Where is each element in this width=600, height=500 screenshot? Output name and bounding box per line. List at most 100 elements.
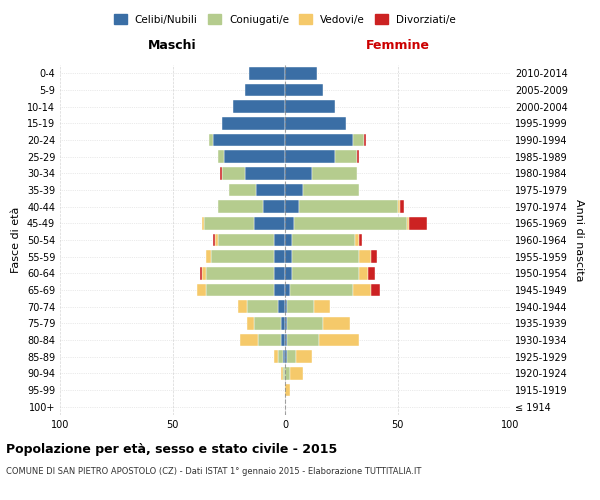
Bar [209, 134, 213, 146]
Bar [254, 317, 281, 330]
Bar [247, 317, 254, 330]
Bar [256, 184, 285, 196]
Bar [233, 100, 285, 113]
Y-axis label: Anni di nascita: Anni di nascita [574, 198, 584, 281]
Bar [357, 150, 359, 163]
Bar [238, 300, 247, 313]
Bar [220, 167, 222, 179]
Bar [197, 284, 206, 296]
Bar [285, 267, 292, 280]
Bar [281, 334, 285, 346]
Bar [229, 184, 256, 196]
Bar [359, 267, 368, 280]
Bar [314, 300, 330, 313]
Bar [292, 250, 359, 263]
Bar [240, 334, 258, 346]
Bar [285, 334, 287, 346]
Bar [254, 217, 285, 230]
Bar [224, 150, 285, 163]
Bar [202, 217, 204, 230]
Bar [292, 267, 359, 280]
Bar [274, 284, 285, 296]
Bar [287, 350, 296, 363]
Bar [283, 367, 285, 380]
Bar [285, 384, 290, 396]
Bar [368, 267, 375, 280]
Text: COMUNE DI SAN PIETRO APOSTOLO (CZ) - Dati ISTAT 1° gennaio 2015 - Elaborazione T: COMUNE DI SAN PIETRO APOSTOLO (CZ) - Dat… [6, 468, 421, 476]
Bar [285, 217, 294, 230]
Bar [278, 300, 285, 313]
Bar [285, 100, 335, 113]
Bar [213, 134, 285, 146]
Bar [274, 267, 285, 280]
Y-axis label: Fasce di età: Fasce di età [11, 207, 21, 273]
Legend: Celibi/Nubili, Coniugati/e, Vedovi/e, Divorziati/e: Celibi/Nubili, Coniugati/e, Vedovi/e, Di… [110, 10, 460, 29]
Bar [359, 250, 371, 263]
Bar [407, 217, 409, 230]
Text: Popolazione per età, sesso e stato civile - 2015: Popolazione per età, sesso e stato civil… [6, 442, 337, 456]
Bar [400, 200, 404, 213]
Bar [245, 84, 285, 96]
Bar [263, 200, 285, 213]
Bar [258, 334, 281, 346]
Bar [303, 184, 359, 196]
Bar [222, 167, 245, 179]
Bar [285, 300, 287, 313]
Bar [371, 250, 377, 263]
Bar [312, 167, 357, 179]
Bar [285, 117, 346, 130]
Bar [364, 134, 366, 146]
Bar [218, 150, 224, 163]
Bar [359, 234, 361, 246]
Bar [281, 367, 283, 380]
Bar [409, 217, 427, 230]
Bar [222, 117, 285, 130]
Bar [213, 234, 215, 246]
Bar [285, 234, 292, 246]
Bar [274, 250, 285, 263]
Bar [353, 134, 364, 146]
Bar [283, 350, 285, 363]
Text: Maschi: Maschi [148, 38, 197, 52]
Bar [299, 200, 398, 213]
Bar [294, 217, 407, 230]
Bar [290, 284, 353, 296]
Bar [355, 234, 359, 246]
Bar [371, 284, 380, 296]
Bar [285, 67, 317, 80]
Bar [218, 200, 263, 213]
Bar [249, 67, 285, 80]
Bar [285, 367, 290, 380]
Bar [287, 317, 323, 330]
Bar [285, 200, 299, 213]
Bar [274, 234, 285, 246]
Bar [285, 250, 292, 263]
Bar [287, 300, 314, 313]
Bar [202, 267, 206, 280]
Bar [285, 317, 287, 330]
Bar [296, 350, 312, 363]
Bar [211, 250, 274, 263]
Bar [199, 267, 202, 280]
Bar [206, 267, 274, 280]
Bar [285, 284, 290, 296]
Bar [398, 200, 400, 213]
Bar [281, 317, 285, 330]
Bar [204, 217, 254, 230]
Bar [285, 134, 353, 146]
Bar [218, 234, 274, 246]
Bar [274, 350, 278, 363]
Bar [206, 250, 211, 263]
Bar [285, 84, 323, 96]
Bar [290, 367, 303, 380]
Bar [353, 284, 371, 296]
Bar [323, 317, 350, 330]
Bar [319, 334, 359, 346]
Bar [285, 184, 303, 196]
Bar [206, 284, 274, 296]
Bar [285, 350, 287, 363]
Text: Femmine: Femmine [365, 38, 430, 52]
Bar [245, 167, 285, 179]
Bar [287, 334, 319, 346]
Bar [285, 167, 312, 179]
